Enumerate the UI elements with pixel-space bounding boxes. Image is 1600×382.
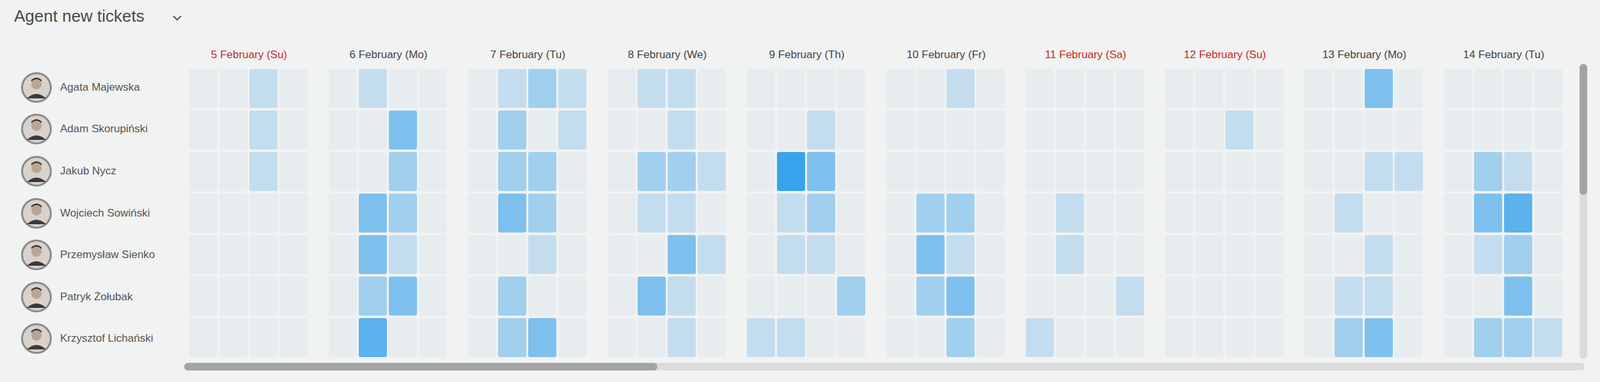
html-text:Przemysław Sienko: Przemysław Sienko — [60, 248, 155, 261]
svg-text:8 February (We): 8 February (We) — [627, 48, 707, 61]
svg-text:5 February (Su): 5 February (Su) — [211, 48, 288, 61]
svg-text:6 February (Mo): 6 February (Mo) — [349, 48, 428, 61]
html-text:Patryk Żołubak: Patryk Żołubak — [60, 290, 133, 303]
html-text:Jakub Nycz: Jakub Nycz — [60, 164, 117, 178]
svg-text:14 February (Tu): 14 February (Tu) — [1463, 48, 1545, 61]
html-text:Krzysztof Lichański: Krzysztof Lichański — [60, 332, 154, 345]
html-text:Wojciech Sowiński: Wojciech Sowiński — [60, 206, 150, 220]
html-text:Agata Majewska: Agata Majewska — [60, 81, 140, 94]
svg-text:10 February (Fr): 10 February (Fr) — [906, 48, 987, 61]
svg-text:13 February (Mo): 13 February (Mo) — [1322, 48, 1407, 61]
html-text:Adam Skorupiński: Adam Skorupiński — [60, 122, 148, 136]
html-text:Agent new tickets: Agent new tickets — [14, 6, 145, 26]
svg-text:12 February (Su): 12 February (Su) — [1183, 48, 1267, 61]
svg-text:11 February (Sa): 11 February (Sa) — [1044, 48, 1127, 61]
svg-text:9 February (Th): 9 February (Th) — [768, 48, 845, 61]
svg-text:7 February (Tu): 7 February (Tu) — [490, 48, 566, 61]
